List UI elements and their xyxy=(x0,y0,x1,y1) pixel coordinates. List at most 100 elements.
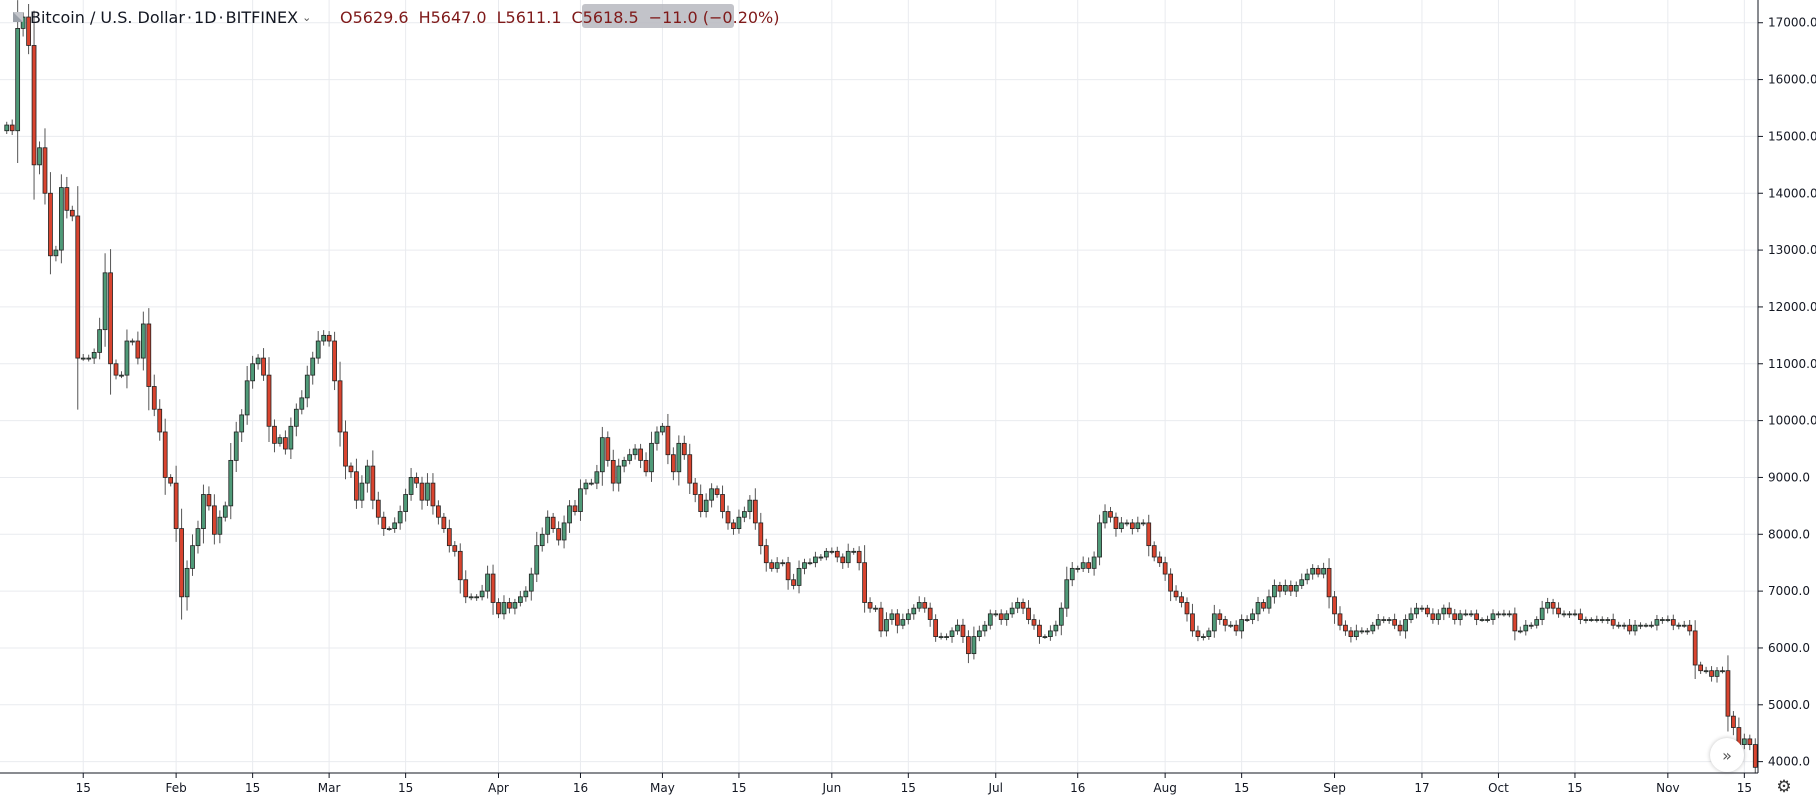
candle-body-up xyxy=(1599,619,1605,621)
candle xyxy=(1572,609,1578,617)
exchange-label[interactable]: BITFINEX xyxy=(225,7,299,27)
candle xyxy=(490,564,496,615)
candle xyxy=(966,630,971,664)
candle xyxy=(1703,666,1709,674)
candle-body-up xyxy=(561,522,567,541)
candle-body-up xyxy=(884,619,889,632)
candle xyxy=(1512,607,1518,641)
candle-body-up xyxy=(310,357,316,376)
candle xyxy=(583,479,589,495)
candle xyxy=(266,357,272,443)
x-tick-label: 15 xyxy=(1234,781,1249,795)
interval-separator: · xyxy=(186,7,193,27)
candle-body-up xyxy=(1496,613,1501,616)
candle-body-down xyxy=(681,442,687,456)
candle xyxy=(299,390,305,415)
chevron-down-icon[interactable]: ⌄ xyxy=(302,10,312,24)
candle-body-up xyxy=(627,454,633,461)
candle xyxy=(452,541,458,557)
double-chevron-right-icon[interactable]: » xyxy=(1710,738,1744,772)
candle xyxy=(1288,580,1294,597)
candle xyxy=(1195,625,1201,642)
symbol-header[interactable]: Bitcoin / U.S. Dollar · 1D · BITFINEX ⌄ xyxy=(12,6,311,28)
candle xyxy=(244,365,250,425)
candle xyxy=(293,403,299,437)
candle-body-down xyxy=(856,550,862,564)
candle-body-up xyxy=(1681,624,1687,627)
candle-body-up xyxy=(1386,619,1392,621)
time-axis[interactable]: 15 Feb 15 Mar 15 Apr 16 May 15 Jun 15 Jul 16 Aug 15 Sep… xyxy=(76,773,1752,795)
candle-body-up xyxy=(1364,630,1370,633)
candle-body-down xyxy=(1184,602,1190,615)
candle-body-down xyxy=(556,528,561,541)
candle-body-down xyxy=(337,380,343,433)
candle-body-up xyxy=(1441,607,1447,615)
candle-body-down xyxy=(1425,607,1430,615)
interval-label[interactable]: 1D xyxy=(194,7,217,27)
candle-body-down xyxy=(1337,613,1343,626)
candle-body-up xyxy=(829,550,835,553)
candle-body-up xyxy=(1354,630,1359,637)
candle-body-down xyxy=(135,340,141,359)
candle xyxy=(1228,621,1234,628)
candle-body-down xyxy=(1610,619,1616,626)
candle-body-down xyxy=(670,454,676,473)
candle-body-down xyxy=(457,550,463,581)
candle xyxy=(1354,624,1359,641)
candle xyxy=(1457,609,1463,626)
gear-icon[interactable]: ⚙ xyxy=(1776,777,1792,797)
candle xyxy=(75,186,81,410)
candle xyxy=(550,512,556,533)
candle-body-up xyxy=(1053,624,1059,632)
candle xyxy=(1026,600,1031,625)
candle-body-up xyxy=(632,448,638,456)
candle-body-up xyxy=(1206,630,1212,637)
candle xyxy=(1392,613,1397,630)
candle xyxy=(1255,596,1261,622)
candle-body-up xyxy=(987,613,993,626)
candle xyxy=(343,420,348,480)
candle xyxy=(1299,573,1305,590)
x-tick-label: Feb xyxy=(165,781,186,795)
close-label: C xyxy=(571,7,583,27)
candle xyxy=(1599,616,1605,624)
candle xyxy=(1108,506,1113,523)
candle xyxy=(845,543,851,568)
candle-body-down xyxy=(381,516,387,529)
candle-body-down xyxy=(725,511,731,524)
candle xyxy=(1157,551,1163,567)
candle-body-down xyxy=(1157,556,1163,564)
candle-body-up xyxy=(1435,613,1441,620)
candle xyxy=(802,558,807,575)
candle-body-down xyxy=(1217,613,1223,620)
candle xyxy=(905,608,911,625)
candle xyxy=(436,500,441,525)
y-tick-label: 8000.0 xyxy=(1768,527,1810,541)
candle xyxy=(791,573,796,590)
candle xyxy=(556,521,561,546)
candle xyxy=(59,174,64,264)
candle xyxy=(1332,591,1337,624)
candle xyxy=(1310,564,1316,580)
candle-body-down xyxy=(108,272,113,365)
candle xyxy=(807,558,813,566)
candle-body-up xyxy=(4,124,10,132)
y-tick-label: 15000.0 xyxy=(1768,129,1816,143)
candle-body-up xyxy=(976,630,982,637)
candle xyxy=(1534,616,1540,629)
candle-body-down xyxy=(452,545,458,552)
x-tick-label: 15 xyxy=(245,781,260,795)
x-tick-label: 15 xyxy=(1567,781,1582,795)
candle xyxy=(763,538,769,572)
candle xyxy=(359,475,365,509)
symbol-name[interactable]: Bitcoin / U.S. Dollar xyxy=(30,7,185,27)
price-axis[interactable]: 4000.0 5000.0 6000.0 7000.0 8000.0 9000.0 1000… xyxy=(1758,16,1816,769)
candle xyxy=(1610,613,1616,630)
ohlc-values: O5629.6 H5647.0 L5611.1 C5618.5 −11.0 (−… xyxy=(340,6,780,28)
candle-body-down xyxy=(1430,613,1436,620)
candle-body-down xyxy=(1168,573,1173,592)
candle-body-down xyxy=(1446,607,1452,615)
candle-body-down xyxy=(731,522,736,529)
candle-body-up xyxy=(1009,607,1015,615)
